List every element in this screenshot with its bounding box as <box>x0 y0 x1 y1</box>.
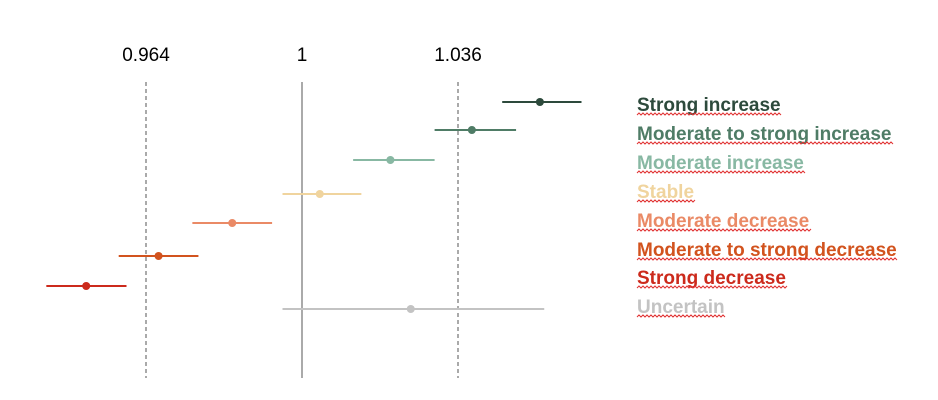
x-tick-label: 1 <box>297 45 308 66</box>
legend-label: Moderate decrease <box>637 211 809 232</box>
x-tick-label: 0.964 <box>122 45 170 66</box>
legend-label: Strong increase <box>637 95 781 116</box>
estimate-marks <box>46 98 582 313</box>
x-tick-label: 1.036 <box>434 45 482 66</box>
spellcheck-underline <box>636 285 788 289</box>
point-estimate <box>82 282 91 290</box>
legend-label: Moderate increase <box>637 153 804 174</box>
legend-label: Moderate to strong decrease <box>637 240 897 261</box>
legend-label: Moderate to strong increase <box>637 124 891 145</box>
spellcheck-underline <box>636 199 696 203</box>
point-estimate <box>315 190 324 198</box>
x-tick-labels: 0.964 1 1.036 <box>122 45 482 66</box>
reference-lines <box>145 82 459 378</box>
legend: Strong increase Moderate to strong increa… <box>636 95 898 318</box>
legend-label: Strong decrease <box>637 268 786 289</box>
spellcheck-underline <box>636 257 898 261</box>
legend-label: Uncertain <box>637 297 725 318</box>
spellcheck-underline <box>636 112 782 116</box>
point-estimate <box>228 219 237 227</box>
spellcheck-underline <box>636 141 894 145</box>
spellcheck-underline <box>636 228 812 232</box>
spellcheck-underline <box>636 314 726 318</box>
legend-label: Stable <box>637 182 694 203</box>
point-estimate <box>154 252 163 260</box>
point-estimate <box>386 156 395 164</box>
point-estimate <box>406 305 415 313</box>
point-estimate <box>535 98 544 106</box>
point-estimate <box>467 126 476 134</box>
spellcheck-underline <box>636 170 806 174</box>
